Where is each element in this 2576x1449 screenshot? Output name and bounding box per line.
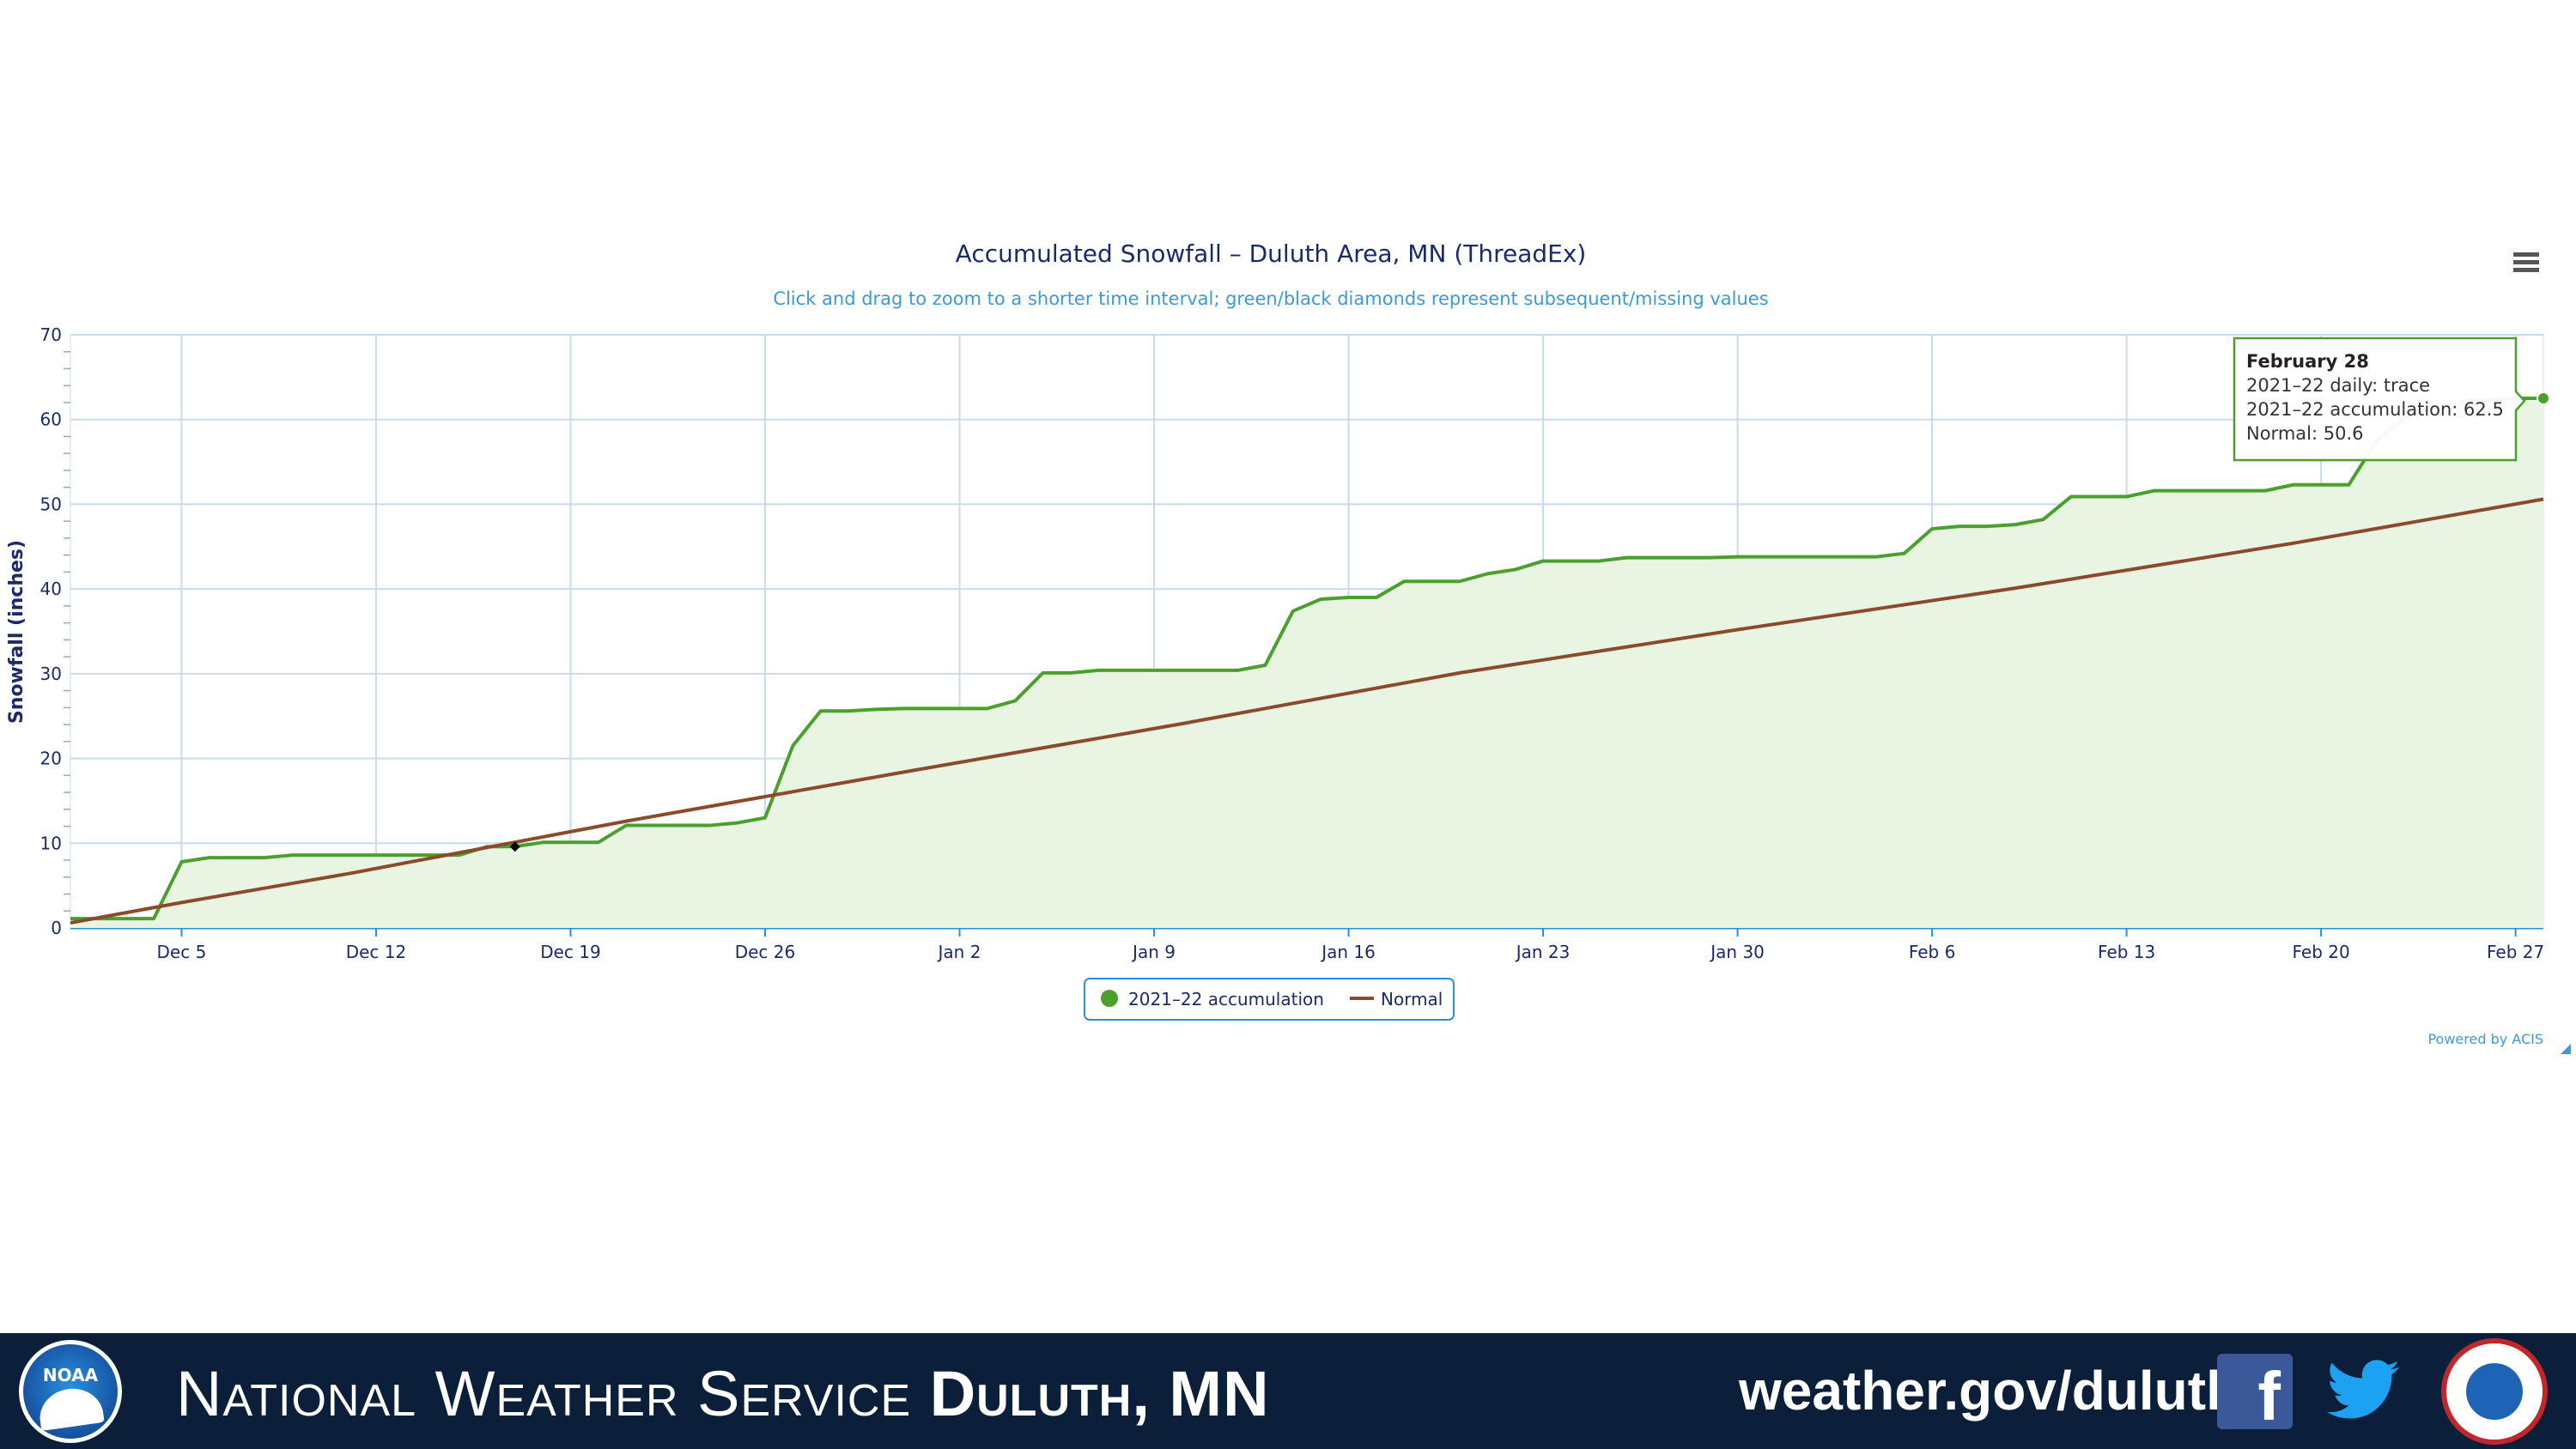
x-tick-label: Dec 12 <box>346 942 407 962</box>
legend[interactable]: 2021–22 accumulation Normal <box>1084 978 1455 1021</box>
y-tick-label: 70 <box>40 324 62 345</box>
y-tick-label: 20 <box>40 749 62 769</box>
tooltip: February 28 2021–22 daily: trace 2021–22… <box>2233 336 2526 462</box>
twitter-icon[interactable] <box>2318 1352 2408 1431</box>
x-tick-label: Dec 19 <box>540 942 601 962</box>
x-tick-label: Jan 23 <box>1515 942 1571 962</box>
tooltip-line: 2021–22 accumulation: 62.5 <box>2246 399 2504 420</box>
hamburger-menu-icon[interactable] <box>2513 252 2539 272</box>
y-axis-label: Snowfall (inches) <box>6 540 27 724</box>
office-name: Duluth, MN <box>929 1358 1270 1429</box>
footer-banner: NOAA National Weather Service Duluth, MN… <box>0 1333 2576 1449</box>
x-tick-label: Jan 16 <box>1320 942 1376 962</box>
y-tick-label: 30 <box>40 664 62 684</box>
x-tick-label: Dec 26 <box>735 942 796 962</box>
y-tick-label: 40 <box>40 579 62 599</box>
tooltip-title: February 28 <box>2246 351 2369 372</box>
x-tick-label: Feb 13 <box>2098 942 2155 962</box>
facebook-icon[interactable]: f <box>2217 1354 2293 1429</box>
legend-label-normal[interactable]: Normal <box>1381 989 1443 1009</box>
credit-link[interactable]: Powered by ACIS <box>2427 1031 2543 1047</box>
noaa-logo[interactable]: NOAA <box>19 1340 122 1443</box>
accumulation-line[interactable] <box>70 397 2543 921</box>
missing-value-marker[interactable] <box>509 841 520 852</box>
series-layer[interactable] <box>70 391 2550 928</box>
nws-emblem-icon <box>2458 1355 2530 1428</box>
y-tick-label: 50 <box>40 494 62 514</box>
chart[interactable]: Accumulated Snowfall – Duluth Area, MN (… <box>0 0 2576 1331</box>
y-tick-label: 10 <box>40 833 62 853</box>
normal-line[interactable] <box>70 497 2544 925</box>
x-tick-label: Jan 9 <box>1131 942 1176 962</box>
accumulation-area <box>70 398 2543 928</box>
x-tick-label: Dec 5 <box>157 942 207 962</box>
noaa-label: NOAA <box>42 1365 99 1385</box>
y-axis: 0 10 20 30 40 50 60 70 <box>40 324 70 938</box>
footer-title: National Weather Service Duluth, MN <box>176 1357 1270 1430</box>
x-tick-label: Feb 20 <box>2293 942 2350 962</box>
tooltip-line: 2021–22 daily: trace <box>2246 375 2430 396</box>
x-tick-label: Jan 30 <box>1709 942 1765 962</box>
resize-handle-icon[interactable] <box>2561 1044 2571 1054</box>
tooltip-line: Normal: 50.6 <box>2246 423 2364 444</box>
legend-label-accumulation[interactable]: 2021–22 accumulation <box>1128 989 1324 1009</box>
legend-marker-accumulation <box>1101 990 1118 1007</box>
chart-subtitle: Click and drag to zoom to a shorter time… <box>773 288 1768 309</box>
y-tick-label: 60 <box>40 409 62 430</box>
hovered-point-marker[interactable] <box>2537 391 2550 406</box>
y-tick-label: 0 <box>51 918 62 938</box>
chart-title: Accumulated Snowfall – Duluth Area, MN (… <box>956 239 1587 268</box>
x-tick-label: Feb 6 <box>1909 942 1956 962</box>
x-tick-label: Jan 2 <box>937 942 981 962</box>
org-name: National Weather Service <box>176 1358 912 1429</box>
nws-logo[interactable] <box>2441 1338 2548 1445</box>
website-link[interactable]: weather.gov/duluth <box>1739 1360 2240 1422</box>
x-tick-label: Feb 27 <box>2487 942 2544 962</box>
noaa-bird-icon <box>36 1385 105 1431</box>
x-axis: Dec 5 Dec 12 Dec 19 Dec 26 Jan 2 Jan 9 Jan 16 J… <box>70 926 2544 962</box>
